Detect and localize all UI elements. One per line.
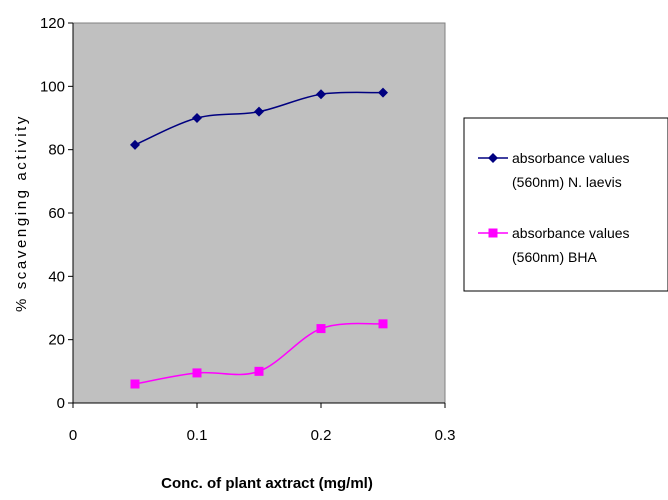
legend-entry-2: absorbance values (560nm) BHA	[478, 225, 630, 265]
plot-area	[72, 22, 446, 404]
y-tick-label: 20	[48, 332, 65, 349]
legend: absorbance values(560nm) N. laevisabsorb…	[463, 117, 668, 292]
data-point	[316, 324, 326, 334]
legend-swatch-marker	[488, 153, 498, 163]
x-tick-label: 0	[69, 427, 77, 444]
y-tick-label: 60	[48, 205, 65, 222]
y-tick-label: 80	[48, 142, 65, 159]
data-point	[130, 139, 140, 150]
y-tick-label: 100	[40, 78, 65, 95]
y-tick-label: 40	[48, 268, 65, 285]
x-axis-title: Conc. of plant axtract (mg/ml)	[161, 475, 373, 492]
data-point	[378, 319, 388, 329]
data-point	[130, 379, 140, 389]
x-tick-label: 0.2	[311, 427, 332, 444]
legend-label: (560nm) BHA	[512, 249, 597, 265]
legend-label: absorbance values	[512, 225, 630, 241]
data-point	[316, 89, 326, 100]
data-point	[192, 113, 202, 123]
legend-entry-1: absorbance values (560nm) N. laevis	[478, 150, 630, 190]
series-layer	[130, 87, 388, 389]
legend-label: (560nm) N. laevis	[512, 174, 622, 190]
series-1	[130, 87, 388, 150]
y-axis-ticks: 0 20 40 60 80 100 120	[40, 15, 73, 412]
data-point	[254, 366, 264, 376]
legend-box	[463, 117, 668, 292]
data-point	[378, 87, 388, 98]
x-axis-ticks: 0 0.1 0.2 0.3	[69, 403, 456, 444]
legend-label: absorbance values	[512, 150, 630, 166]
y-tick-label: 120	[40, 15, 65, 32]
x-tick-label: 0.3	[435, 427, 456, 444]
data-point	[192, 368, 202, 378]
legend-swatch-marker	[488, 228, 498, 238]
data-point	[254, 106, 264, 117]
y-tick-label: 0	[57, 395, 65, 412]
series-2	[130, 319, 388, 389]
y-axis-title: % scavenging activity	[13, 114, 30, 312]
x-tick-label: 0.1	[187, 427, 208, 444]
